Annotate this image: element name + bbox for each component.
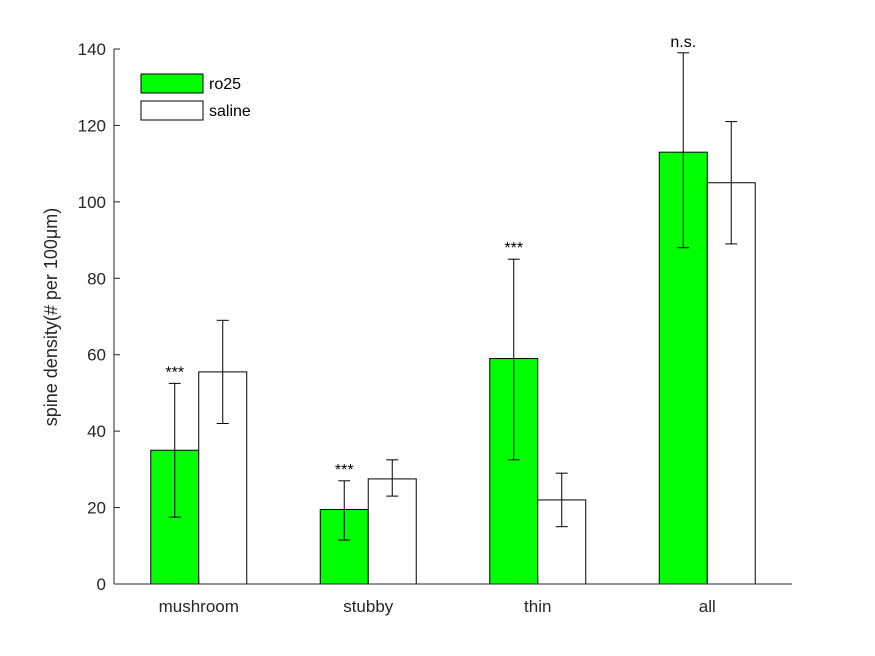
y-axis-label: spine density(# per 100μm) [41, 208, 61, 426]
y-tick-label-140: 140 [78, 40, 106, 59]
significance-annotations: *** *** *** n.s. [165, 34, 696, 479]
error-bars-layer [168, 52, 738, 541]
y-tick-label-60: 60 [87, 346, 106, 365]
legend-label-ro25: ro25 [209, 76, 241, 93]
axes: 0 20 40 60 80 100 120 140 mushroom stubby thin all [78, 40, 792, 616]
bars-layer [150, 151, 756, 585]
x-tick-label-stubby: stubby [343, 597, 394, 616]
legend-label-saline: saline [209, 103, 251, 120]
legend-swatch-ro25 [140, 73, 204, 94]
annotation-thin: *** [504, 240, 523, 257]
annotation-all: n.s. [670, 34, 696, 51]
legend: ro25 saline [140, 73, 251, 121]
annotation-stubby: *** [335, 462, 354, 479]
legend-swatch-saline [140, 100, 204, 121]
bar-saline-all [706, 182, 756, 585]
y-tick-label-0: 0 [97, 575, 106, 594]
y-tick-label-80: 80 [87, 269, 106, 288]
x-tick-label-mushroom: mushroom [159, 597, 239, 616]
y-tick-label-40: 40 [87, 422, 106, 441]
annotation-mushroom: *** [165, 364, 184, 381]
y-tick-label-100: 100 [78, 193, 106, 212]
y-tick-label-20: 20 [87, 499, 106, 518]
y-tick-label-120: 120 [78, 116, 106, 135]
x-tick-label-all: all [699, 597, 716, 616]
x-tick-label-thin: thin [524, 597, 551, 616]
